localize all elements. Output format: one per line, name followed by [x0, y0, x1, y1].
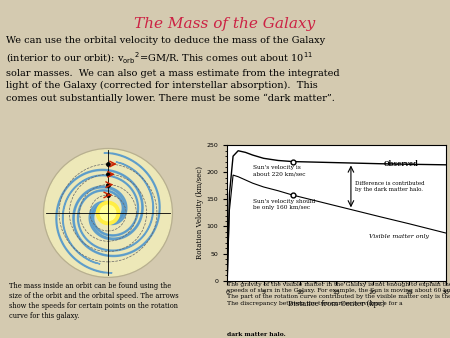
Circle shape	[96, 201, 120, 224]
Text: We can use the orbital velocity to deduce the mass of the Galaxy
(interior to ou: We can use the orbital velocity to deduc…	[6, 36, 339, 103]
Text: Visible matter only: Visible matter only	[369, 234, 429, 239]
Text: dark matter halo.: dark matter halo.	[227, 332, 286, 337]
Text: Difference is contributed
by the dark matter halo.: Difference is contributed by the dark ma…	[355, 181, 424, 192]
Text: Sun's velocity should
be only 160 km/sec: Sun's velocity should be only 160 km/sec	[253, 199, 315, 210]
Polygon shape	[56, 169, 143, 273]
Circle shape	[44, 149, 172, 277]
Text: The mass inside an orbit can be found using the
size of the orbit and the orbita: The mass inside an orbit can be found us…	[9, 282, 178, 320]
Text: The gravity of the visible matter in the Galaxy is not enough to explain the hig: The gravity of the visible matter in the…	[227, 282, 450, 306]
Y-axis label: Rotation Velocity (km/sec): Rotation Velocity (km/sec)	[196, 166, 204, 260]
Circle shape	[45, 150, 171, 276]
Circle shape	[100, 205, 116, 221]
Polygon shape	[63, 175, 139, 264]
Text: The Mass of the Galaxy: The Mass of the Galaxy	[135, 17, 315, 31]
X-axis label: Distance from Center (kpc): Distance from Center (kpc)	[288, 300, 385, 308]
Text: Observed: Observed	[384, 160, 418, 168]
Polygon shape	[73, 153, 160, 257]
Text: Sun's velocity is
about 220 km/sec: Sun's velocity is about 220 km/sec	[253, 165, 305, 176]
Polygon shape	[77, 162, 153, 251]
